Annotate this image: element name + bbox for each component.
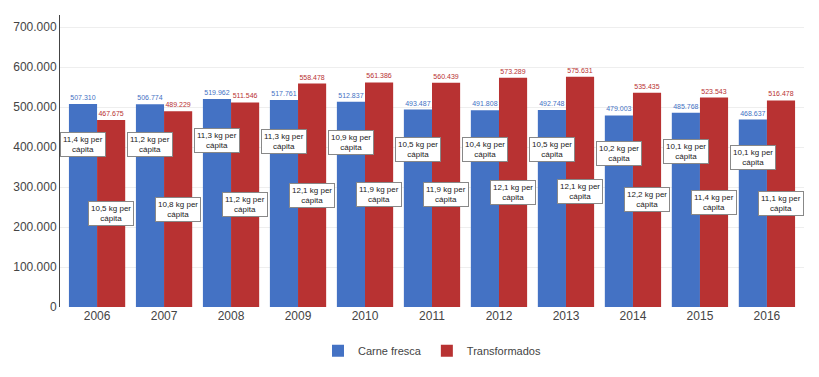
svg-text:485.768: 485.768 bbox=[673, 103, 698, 110]
svg-text:11,3 kg percápita: 11,3 kg percápita bbox=[264, 132, 304, 151]
svg-text:523.543: 523.543 bbox=[701, 88, 726, 95]
svg-text:10,9 kg percápita: 10,9 kg percápita bbox=[331, 133, 371, 152]
svg-text:2008: 2008 bbox=[218, 309, 245, 323]
svg-text:2013: 2013 bbox=[553, 309, 580, 323]
svg-text:10,4 kg percápita: 10,4 kg percápita bbox=[465, 140, 505, 159]
svg-text:479.003: 479.003 bbox=[606, 105, 631, 112]
svg-text:12,1 kg percápita: 12,1 kg percápita bbox=[560, 182, 600, 201]
svg-text:2007: 2007 bbox=[151, 309, 178, 323]
svg-text:561.386: 561.386 bbox=[366, 72, 391, 79]
svg-text:2006: 2006 bbox=[84, 309, 111, 323]
svg-text:11,2 kg percápita: 11,2 kg percápita bbox=[130, 135, 170, 154]
svg-text:2012: 2012 bbox=[486, 309, 513, 323]
svg-text:Transformados: Transformados bbox=[467, 345, 541, 357]
svg-text:10,2 kg percápita: 10,2 kg percápita bbox=[599, 144, 639, 163]
svg-text:11,2 kg percápita: 11,2 kg percápita bbox=[225, 195, 265, 214]
svg-text:535.435: 535.435 bbox=[634, 83, 659, 90]
svg-text:11,3 kg percápita: 11,3 kg percápita bbox=[197, 131, 237, 150]
svg-text:11,9 kg percápita: 11,9 kg percápita bbox=[359, 185, 399, 204]
svg-text:489.229: 489.229 bbox=[165, 101, 190, 108]
svg-text:491.808: 491.808 bbox=[472, 100, 497, 107]
svg-text:558.478: 558.478 bbox=[299, 74, 324, 81]
svg-text:10,5 kg percápita: 10,5 kg percápita bbox=[532, 140, 572, 159]
svg-text:12,2 kg percápita: 12,2 kg percápita bbox=[627, 190, 667, 209]
svg-text:10,5 kg percápita: 10,5 kg percápita bbox=[91, 204, 131, 223]
svg-text:2014: 2014 bbox=[620, 309, 647, 323]
svg-text:11,9 kg percápita: 11,9 kg percápita bbox=[426, 185, 466, 204]
svg-text:2016: 2016 bbox=[754, 309, 781, 323]
svg-text:10,1 kg percápita: 10,1 kg percápita bbox=[733, 148, 773, 167]
svg-text:492.748: 492.748 bbox=[539, 100, 564, 107]
svg-text:573.289: 573.289 bbox=[500, 68, 525, 75]
svg-text:493.487: 493.487 bbox=[405, 100, 430, 107]
svg-text:11,4 kg percápita: 11,4 kg percápita bbox=[694, 193, 734, 212]
svg-text:10,5 kg percápita: 10,5 kg percápita bbox=[398, 140, 438, 159]
svg-text:10,1 kg percápita: 10,1 kg percápita bbox=[666, 142, 706, 161]
svg-text:512.837: 512.837 bbox=[338, 92, 363, 99]
svg-text:700.000: 700.000 bbox=[13, 20, 57, 34]
svg-text:2011: 2011 bbox=[419, 309, 445, 323]
svg-text:560.439: 560.439 bbox=[433, 73, 458, 80]
svg-text:519.962: 519.962 bbox=[204, 89, 229, 96]
svg-text:507.310: 507.310 bbox=[70, 94, 95, 101]
svg-text:517.761: 517.761 bbox=[271, 90, 296, 97]
svg-text:300.000: 300.000 bbox=[13, 180, 57, 194]
svg-text:0: 0 bbox=[50, 300, 57, 314]
svg-text:11,4 kg percápita: 11,4 kg percápita bbox=[63, 135, 103, 154]
svg-text:575.631: 575.631 bbox=[567, 67, 592, 74]
svg-text:Carne fresca: Carne fresca bbox=[358, 345, 422, 357]
svg-text:10,8 kg percápita: 10,8 kg percápita bbox=[158, 200, 198, 219]
svg-text:2010: 2010 bbox=[352, 309, 379, 323]
svg-text:400.000: 400.000 bbox=[13, 140, 57, 154]
svg-text:600.000: 600.000 bbox=[13, 60, 57, 74]
svg-text:468.637: 468.637 bbox=[740, 110, 765, 117]
svg-text:11,1 kg percápita: 11,1 kg percápita bbox=[761, 194, 801, 213]
svg-text:100.000: 100.000 bbox=[13, 260, 57, 274]
svg-text:12,1 kg percápita: 12,1 kg percápita bbox=[292, 186, 332, 205]
svg-text:2009: 2009 bbox=[285, 309, 312, 323]
svg-text:500.000: 500.000 bbox=[13, 100, 57, 114]
svg-text:200.000: 200.000 bbox=[13, 220, 57, 234]
svg-text:2015: 2015 bbox=[687, 309, 714, 323]
svg-text:467.675: 467.675 bbox=[98, 110, 123, 117]
svg-text:12,1 kg percápita: 12,1 kg percápita bbox=[493, 183, 533, 202]
svg-text:516.478: 516.478 bbox=[768, 90, 793, 97]
svg-text:506.774: 506.774 bbox=[137, 94, 162, 101]
svg-text:511.546: 511.546 bbox=[233, 92, 258, 99]
